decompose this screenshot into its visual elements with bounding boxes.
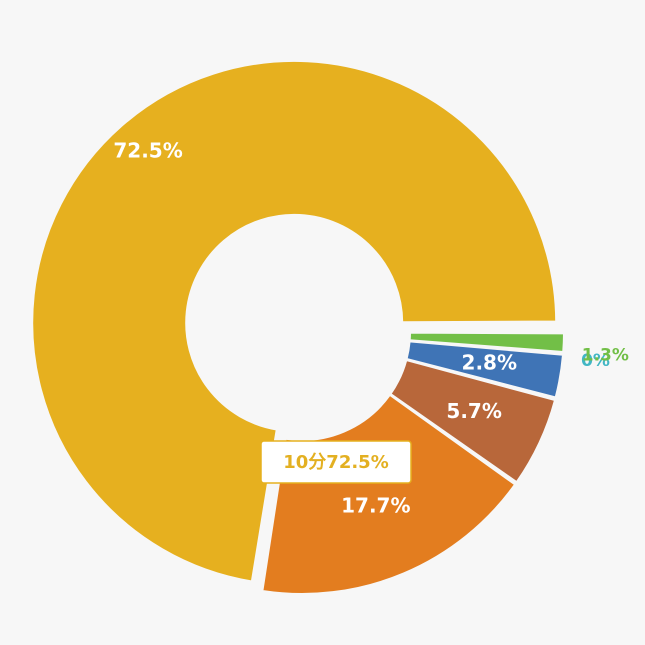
- callout-text: 10分72.5%: [283, 452, 389, 473]
- slice-5-label: 0%: [581, 351, 610, 371]
- callout-box: [260, 440, 412, 484]
- slice-1: [31, 59, 558, 583]
- donut-slices: [31, 59, 566, 595]
- slice-4-label: 2.8%: [462, 351, 517, 375]
- slice-1-label: 72.5%: [113, 138, 182, 162]
- slice-labels: 72.5% 17.7% 5.7% 2.8% 0%1.3%: [113, 138, 629, 517]
- slice-3-label: 5.7%: [446, 399, 501, 423]
- callout-label: 10分72.5%: [260, 440, 412, 484]
- slice-4: [405, 340, 565, 399]
- slice-6-label: 1.3%: [582, 345, 629, 365]
- slice-2-label: 17.7%: [341, 494, 410, 518]
- slice-6: [408, 331, 566, 354]
- slice-3: [389, 358, 557, 484]
